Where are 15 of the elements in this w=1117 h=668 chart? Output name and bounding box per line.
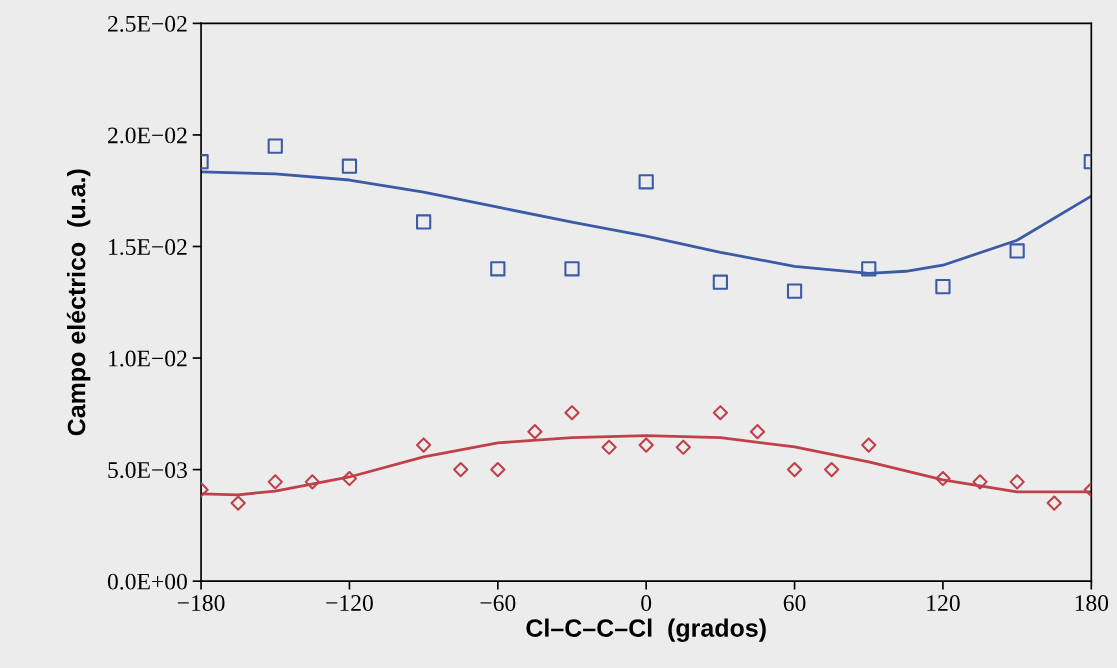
x-tick-label: 180 <box>1075 595 1109 611</box>
y-tick-label: 1.0E−02 <box>109 350 187 367</box>
y-tick-label: 5.0E−03 <box>108 462 187 479</box>
x-tick-label: 120 <box>927 595 960 611</box>
y-axis-title: Campo eléctrico (u.a.) <box>66 169 91 436</box>
y-tick-label: 0.0E+00 <box>107 573 187 590</box>
x-axis-title: Cl–C–C–Cl (grados) <box>526 618 766 642</box>
y-tick-label: 2.0E−02 <box>108 127 187 144</box>
x-tick-label: −180 <box>177 595 225 611</box>
x-tick-label: 0 <box>641 595 652 611</box>
x-tick-label: −120 <box>326 595 373 611</box>
y-tick-label: 1.5E−02 <box>109 238 187 256</box>
x-tick-label: −60 <box>480 595 516 611</box>
x-tick-label: 60 <box>783 595 806 611</box>
y-tick-label: 2.5E−02 <box>108 15 187 32</box>
